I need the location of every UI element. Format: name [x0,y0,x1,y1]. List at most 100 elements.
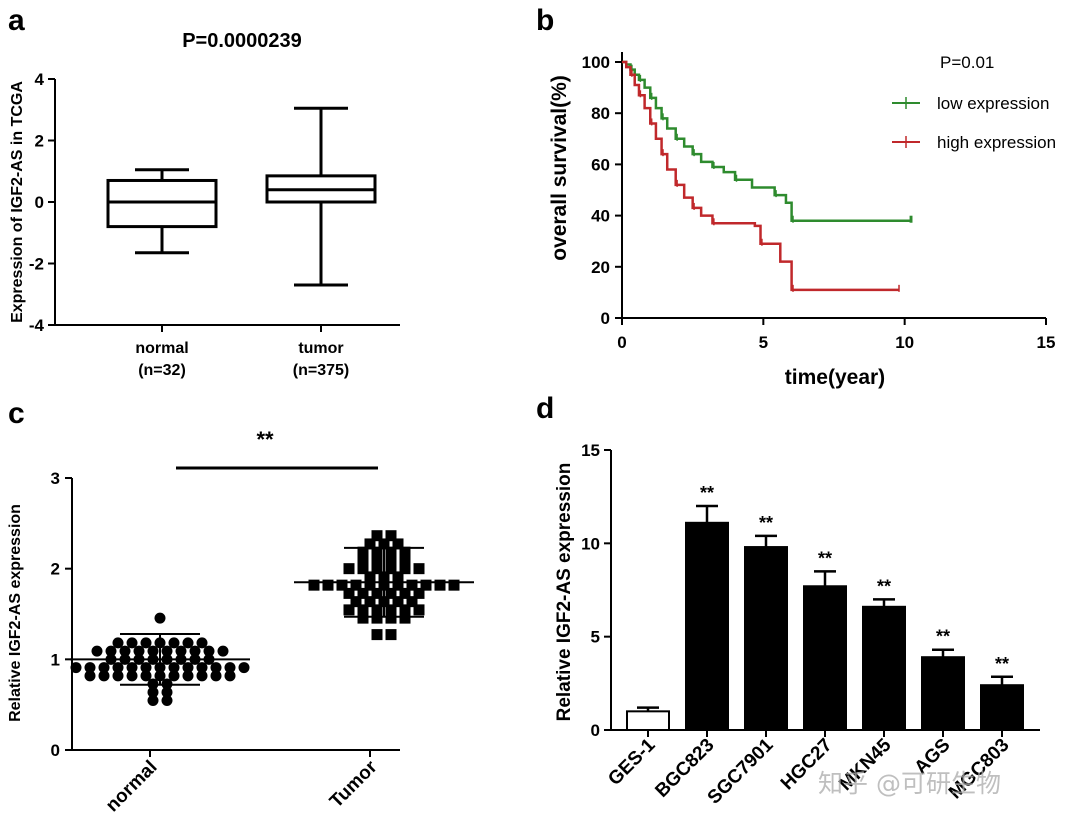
panel-d-xtick-label: SGC7901 [704,734,778,808]
bar-hgc27 [803,585,847,731]
panel-c-ytick-label: 3 [51,469,60,488]
panel-d-ytick-label: 5 [591,628,600,647]
panel-label-d: d [536,392,554,425]
panel-d-bar-group: ** ** ** ** ** ** [626,483,1024,732]
panel-a-ytick-label: 0 [35,193,44,212]
panel-b-xtick-label: 10 [895,333,914,352]
panel-b-axes [621,52,1046,319]
panel-c-points [70,530,474,707]
scatter-point-normal [224,662,236,674]
panel-b-ytick-label: 60 [591,155,610,174]
scatter-point-tumor [322,579,334,591]
panel-b-xlabel: time(year) [785,366,885,389]
panel-a-cat-normal-n: (n=32) [138,362,186,379]
bar-significance: ** [936,627,950,647]
scatter-point-tumor [385,530,397,542]
scatter-point-tumor [385,563,397,575]
bar-bgc823 [685,521,729,731]
scatter-point-tumor [357,612,369,624]
scatter-point-normal [84,670,96,682]
panel-b-pvalue: P=0.01 [940,53,994,72]
legend-label-low: low expression [937,94,1049,113]
scatter-point-tumor [385,629,397,641]
scatter-point-tumor [371,563,383,575]
panel-b-ytick-label: 0 [601,309,610,328]
scatter-point-tumor [399,554,411,566]
panel-a-title: P=0.0000239 [182,30,302,52]
scatter-point-normal [126,637,138,649]
scatter-point-tumor [385,604,397,616]
panel-c-ytick-label: 0 [51,741,60,760]
panel-c-scatter: Relative IGF2-AS expression ** 0 1 2 3 norma… [7,427,474,816]
panel-c-sig: ** [256,427,274,452]
scatter-point-normal [196,662,208,674]
scatter-point-normal [147,686,159,698]
panel-b-ticks: 0 20 40 60 80 100 0 5 10 15 [582,53,1056,352]
scatter-point-tumor [413,563,425,575]
panel-c-ytick-label: 2 [51,560,60,579]
scatter-point-normal [182,662,194,674]
scatter-point-tumor [413,587,425,599]
panel-a-boxes [106,106,377,287]
scatter-point-normal [133,645,145,657]
scatter-point-tumor [336,579,348,591]
watermark: 知乎 @可研生物 [818,769,1001,798]
panel-a-ytick-label: -2 [29,255,44,274]
scatter-point-normal [126,670,138,682]
scatter-point-normal [168,670,180,682]
scatter-point-tumor [343,604,355,616]
panel-c-ticks: 0 1 2 3 normal Tumor [51,469,382,816]
scatter-point-tumor [392,538,404,550]
scatter-point-tumor [378,538,390,550]
panel-b-xtick-label: 15 [1037,333,1056,352]
scatter-point-tumor [364,571,376,583]
bar-ags [921,656,965,732]
bar-significance: ** [877,576,891,596]
scatter-point-tumor [364,596,376,608]
panel-a-ytick-label: -4 [29,316,45,335]
scatter-point-tumor [364,538,376,550]
scatter-point-normal [168,662,180,674]
panel-a-yticks: -4 -2 0 2 4 [29,70,322,335]
scatter-point-tumor [385,612,397,624]
scatter-point-tumor [434,579,446,591]
bar-mkn45 [862,605,906,731]
panel-d-ytick-label: 0 [591,721,600,740]
scatter-point-normal [210,662,222,674]
scatter-point-tumor [399,587,411,599]
bar-mgc803 [980,684,1024,732]
panel-a-ytick-label: 2 [35,132,44,151]
scatter-point-tumor [399,604,411,616]
scatter-point-tumor [357,563,369,575]
scatter-point-normal [154,612,166,624]
scatter-point-tumor [399,546,411,558]
scatter-point-tumor [385,546,397,558]
scatter-point-normal [119,645,131,657]
panel-a-ytick-label: 4 [35,70,45,89]
scatter-point-normal [98,662,110,674]
scatter-point-tumor [371,604,383,616]
panel-b-lines [622,60,913,292]
scatter-point-normal [105,645,117,657]
panel-a-cat-normal: normal [135,340,188,357]
panel-c-xtick-label: Tumor [326,756,382,812]
panel-label-c: c [8,397,25,430]
scatter-point-normal [203,645,215,657]
panel-d-ytick-label: 10 [581,534,600,553]
scatter-point-normal [196,637,208,649]
bar-significance: ** [995,654,1009,674]
scatter-point-normal [210,670,222,682]
scatter-point-tumor [308,579,320,591]
km-curve-high [622,60,900,292]
scatter-point-normal [161,645,173,657]
scatter-point-tumor [420,579,432,591]
bar-significance: ** [818,548,832,568]
scatter-point-normal [70,662,82,674]
scatter-point-tumor [343,587,355,599]
panel-b-xtick-label: 5 [759,333,768,352]
scatter-point-tumor [357,587,369,599]
scatter-point-normal [182,637,194,649]
scatter-point-tumor [399,612,411,624]
panel-b-legend: low expression high expression [892,94,1056,152]
